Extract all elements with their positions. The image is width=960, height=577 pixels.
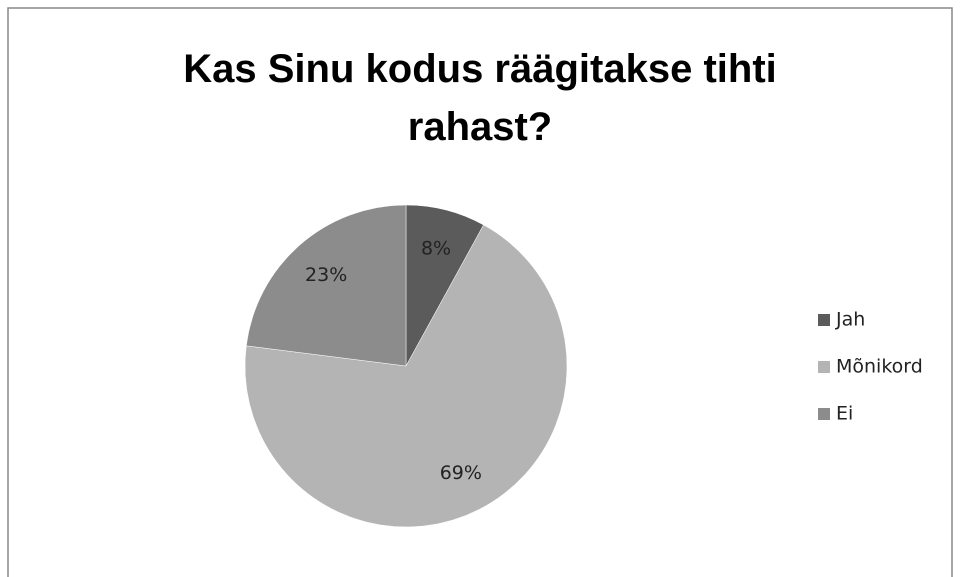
legend-swatch [818,314,830,326]
legend-label: Ei [836,403,853,425]
legend-label: Mõnikord [836,356,923,378]
legend-swatch [818,408,830,420]
data-label: 69% [440,462,482,484]
pie-slice [244,224,568,528]
chart-frame [7,7,953,577]
chart-title: Kas Sinu kodus räägitakse tihti rahast? [183,47,777,149]
pie-slice [245,204,407,367]
data-label: 23% [305,264,347,286]
data-label: 8% [421,238,451,260]
legend-label: Jah [835,309,865,331]
legend-swatch [818,361,830,373]
